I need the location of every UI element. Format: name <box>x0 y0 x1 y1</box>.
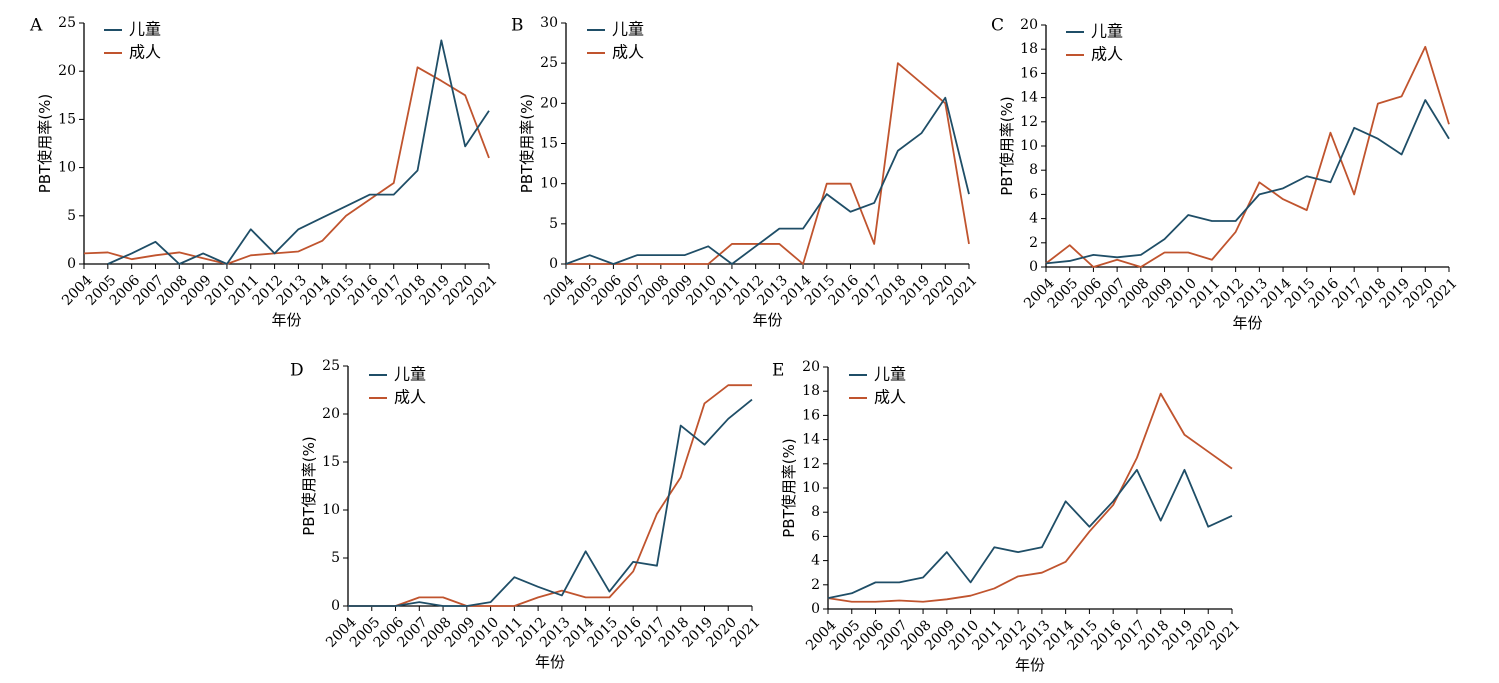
y-tick-label: 14 <box>802 432 820 448</box>
series-line-children <box>827 468 1233 599</box>
y-tick-label: 0 <box>811 601 820 617</box>
y-tick-label: 12 <box>802 456 820 472</box>
series-line-adults <box>827 392 1233 603</box>
panel-label: C <box>991 16 1004 36</box>
chart-panel-e: E024681012141618202004200520062007200820… <box>772 359 1244 674</box>
y-tick-label: 5 <box>67 208 76 224</box>
y-tick-label: 0 <box>331 598 340 614</box>
legend-label-children: 儿童 <box>874 365 906 384</box>
y-tick-label: 25 <box>322 358 340 374</box>
legend-label-children: 儿童 <box>1091 22 1123 41</box>
y-tick-label: 30 <box>540 15 558 31</box>
y-tick-label: 5 <box>331 550 340 566</box>
y-tick-label: 0 <box>1029 259 1038 275</box>
y-tick-label: 20 <box>322 406 340 422</box>
series-line-children <box>107 39 490 265</box>
y-tick-label: 10 <box>1020 138 1038 154</box>
y-axis-title: PBT使用率(%) <box>998 96 1016 195</box>
y-tick-label: 16 <box>802 407 820 423</box>
series-line-adults <box>566 62 970 265</box>
y-tick-label: 4 <box>1029 211 1038 227</box>
y-tick-label: 8 <box>1029 162 1038 178</box>
legend-label-adults: 成人 <box>1091 45 1123 64</box>
y-tick-label: 25 <box>540 55 558 71</box>
chart-panel-d: D051015202520042005200620072008200920102… <box>290 358 764 671</box>
x-axis-title: 年份 <box>752 311 782 329</box>
y-tick-label: 10 <box>58 160 76 176</box>
y-tick-label: 12 <box>1020 114 1038 130</box>
series-line-children <box>1045 99 1450 265</box>
panel-label: E <box>772 361 784 381</box>
y-tick-label: 15 <box>322 454 340 470</box>
y-tick-label: 20 <box>58 63 76 79</box>
y-tick-label: 20 <box>540 95 558 111</box>
y-axis-title: PBT使用率(%) <box>780 438 798 537</box>
y-axis-title: PBT使用率(%) <box>36 94 54 193</box>
y-tick-label: 5 <box>549 216 558 232</box>
y-tick-label: 18 <box>802 383 820 399</box>
legend-label-children: 儿童 <box>129 20 161 39</box>
y-tick-label: 20 <box>802 359 820 375</box>
y-tick-label: 14 <box>1020 90 1038 106</box>
series-line-adults <box>83 66 490 265</box>
legend-label-adults: 成人 <box>874 388 906 407</box>
series-line-adults <box>1045 45 1450 268</box>
y-tick-label: 6 <box>811 528 820 544</box>
legend-label-adults: 成人 <box>129 43 161 62</box>
y-tick-label: 20 <box>1020 17 1038 33</box>
y-tick-label: 0 <box>549 256 558 272</box>
y-tick-label: 15 <box>58 111 76 127</box>
chart-panel-c: C024681012141618202004200520062007200820… <box>991 16 1461 333</box>
y-tick-label: 10 <box>802 480 820 496</box>
y-tick-label: 15 <box>540 136 558 152</box>
y-tick-label: 0 <box>67 256 76 272</box>
x-axis-title: 年份 <box>1232 314 1262 332</box>
panel-label: D <box>290 361 304 381</box>
y-tick-label: 10 <box>540 176 558 192</box>
y-tick-label: 25 <box>58 15 76 31</box>
chart-panel-a: A051015202520042005200620072008200920102… <box>29 15 501 329</box>
chart-panel-b: B051015202530200420052006200720082009201… <box>511 15 981 329</box>
series-line-children <box>565 96 970 265</box>
y-tick-label: 6 <box>1029 186 1038 202</box>
legend-label-adults: 成人 <box>394 388 426 407</box>
x-axis-title: 年份 <box>271 311 301 329</box>
legend-label-adults: 成人 <box>612 43 644 62</box>
y-tick-label: 16 <box>1020 65 1038 81</box>
x-axis-title: 年份 <box>1015 656 1045 674</box>
y-tick-label: 2 <box>1029 235 1038 251</box>
y-axis-title: PBT使用率(%) <box>518 94 536 193</box>
series-line-children <box>348 398 753 607</box>
y-tick-label: 8 <box>811 504 820 520</box>
y-axis-title: PBT使用率(%) <box>300 436 318 535</box>
x-axis-title: 年份 <box>535 653 565 671</box>
panel-label: B <box>511 16 524 36</box>
legend-label-children: 儿童 <box>394 365 426 384</box>
panel-label: A <box>29 16 43 36</box>
y-tick-label: 18 <box>1020 41 1038 57</box>
series-line-adults <box>348 384 752 607</box>
y-tick-label: 2 <box>811 577 820 593</box>
legend-label-children: 儿童 <box>612 20 644 39</box>
y-tick-label: 10 <box>322 502 340 518</box>
y-tick-label: 4 <box>811 553 820 569</box>
